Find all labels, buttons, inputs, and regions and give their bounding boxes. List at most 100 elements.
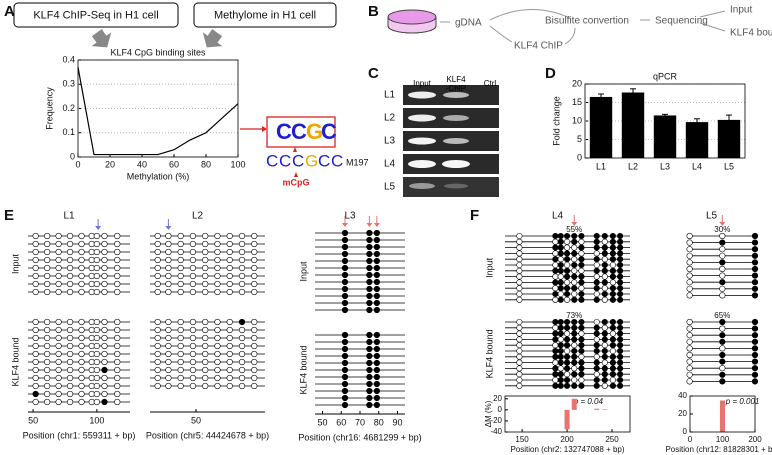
- cpg-site: [226, 232, 233, 240]
- cpg-site: [226, 248, 233, 256]
- x-tick-label: L3: [660, 161, 670, 171]
- cpg-site: [552, 238, 559, 245]
- cpg-site: [516, 318, 523, 326]
- cpg-site: [66, 264, 74, 272]
- cpg-site: [601, 244, 608, 251]
- cpg-site: [114, 326, 121, 334]
- cpg-site: [154, 374, 161, 382]
- cpg-site: [189, 232, 197, 240]
- cpg-site: [66, 358, 74, 366]
- cpg-site: [593, 261, 600, 269]
- cpg-site: [214, 374, 221, 382]
- cpg-site: [617, 279, 624, 286]
- cpg-site: [557, 250, 564, 257]
- chart-title: KLF4 CpG binding sites: [110, 47, 206, 57]
- cpg-site: [686, 252, 693, 259]
- flow-text: KLF4 bound: [730, 28, 772, 39]
- cpg-site: [516, 365, 523, 372]
- cpg-site: [55, 382, 62, 390]
- plot-frame: [584, 83, 746, 159]
- cpg-site: [601, 232, 608, 240]
- cpg-site: [516, 232, 523, 240]
- cpg-site: [719, 265, 726, 273]
- x-tick-label: 90: [392, 417, 402, 427]
- cpg-site: [719, 232, 726, 240]
- cpg-site: [55, 334, 62, 342]
- y-tick-label: -20: [490, 416, 502, 425]
- cpg-site: [373, 243, 380, 251]
- cpg-site: [373, 250, 380, 258]
- cpg-site: [165, 350, 172, 358]
- cpg-site: [66, 350, 74, 358]
- cpg-site: [617, 382, 624, 389]
- percent-label: 55%: [566, 225, 582, 234]
- cpg-site: [202, 318, 209, 326]
- cpg-site: [366, 352, 373, 360]
- cpg-site: [66, 256, 74, 264]
- cpg-site: [88, 342, 95, 350]
- cpg-site: [751, 246, 759, 253]
- cpg-site: [516, 342, 523, 349]
- cpg-site: [609, 359, 616, 366]
- cpg-site: [571, 250, 578, 257]
- cpg-site: [66, 326, 74, 334]
- cpg-site: [751, 371, 759, 378]
- cpg-site: [165, 374, 172, 382]
- cpg-site: [578, 296, 585, 303]
- block-title: L1: [63, 211, 75, 222]
- panel-label: F: [470, 207, 479, 224]
- cpg-site: [44, 334, 51, 342]
- plot-frame: [689, 395, 756, 433]
- cpg-site: [165, 318, 172, 326]
- motif-id: M197: [346, 157, 369, 167]
- cpg-site: [563, 244, 571, 251]
- motif-letter: C: [276, 119, 292, 144]
- cpg-site: [563, 296, 571, 303]
- cpg-site: [341, 243, 349, 251]
- cpg-site: [516, 244, 523, 251]
- cpg-site: [88, 374, 95, 382]
- cpg-site: [341, 278, 349, 286]
- cpg-site: [601, 365, 608, 372]
- cpg-site: [578, 285, 585, 292]
- cpg-site: [373, 278, 380, 286]
- cpg-site: [557, 232, 564, 240]
- cpg-site: [751, 378, 759, 385]
- cpg-site: [32, 272, 39, 280]
- bar: [685, 122, 709, 158]
- cpg-site: [55, 358, 62, 366]
- cpg-site: [516, 296, 523, 303]
- cpg-site: [552, 324, 559, 331]
- cpg-site: [78, 280, 85, 288]
- cpg-site: [686, 378, 693, 385]
- cpg-site: [366, 271, 373, 279]
- cpg-site: [617, 347, 624, 355]
- column-header: KLF4 -ChIP: [445, 75, 467, 93]
- cpg-site: [609, 336, 616, 343]
- cpg-site: [202, 366, 209, 374]
- cpg-site: [114, 232, 121, 240]
- y-tick-label: -40: [490, 427, 502, 436]
- cpg-site: [238, 374, 246, 382]
- cpg-site: [593, 250, 600, 257]
- motif-letter: C: [292, 151, 304, 170]
- cpg-site: [601, 290, 608, 298]
- cpg-site: [571, 365, 578, 372]
- cpg-site: [617, 330, 624, 337]
- cpg-site: [251, 272, 258, 280]
- cpg-site: [341, 285, 349, 293]
- cpg-site: [751, 358, 759, 365]
- cpg-site: [609, 296, 616, 303]
- cpg-site: [177, 272, 184, 280]
- cpg-site: [78, 398, 85, 406]
- bar: [621, 92, 645, 158]
- x-tick-label: 80: [201, 159, 211, 169]
- cpg-site: [202, 350, 209, 358]
- flow-arrow: [564, 27, 576, 45]
- x-tick-label: 50: [317, 417, 327, 427]
- cpg-site: [552, 290, 559, 298]
- red-arrowhead: [262, 126, 267, 132]
- cpg-site: [366, 387, 373, 395]
